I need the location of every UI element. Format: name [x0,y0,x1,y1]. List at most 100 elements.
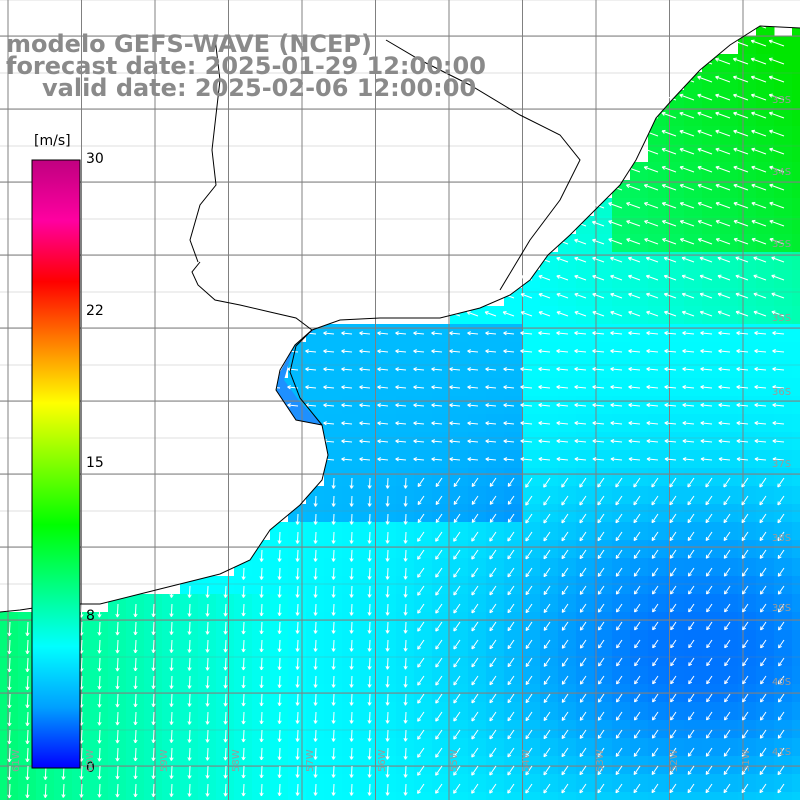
wind-arrow [741,567,749,577]
wind-arrow-head [717,257,721,261]
wind-arrow-head [472,520,476,523]
wind-arrow [579,783,587,794]
wind-arrow [616,621,623,631]
wind-arrow-head [597,520,602,524]
wind-arrow [471,495,479,505]
wind-arrow-head [679,202,683,206]
wind-arrow [116,729,119,744]
wind-arrow-head [742,556,746,559]
wind-arrow [323,332,335,335]
wind-arrow-head [525,646,530,649]
wind-speed-cell [360,594,379,613]
wind-arrow [610,257,623,263]
wind-speed-cell [576,774,595,793]
wind-speed-cell [522,702,541,721]
wind-arrow [341,440,353,443]
wind-speed-cell [522,756,541,775]
wind-arrow-head [296,630,300,634]
wind-arrow [643,130,659,137]
wind-arrow-head [260,684,264,689]
wind-arrow [471,621,479,632]
wind-arrow-head [206,631,210,635]
wind-arrow-head [556,404,560,408]
wind-arrow [669,495,677,506]
wind-arrow-head [507,628,512,632]
wind-arrow [579,585,587,595]
wind-arrow [733,94,749,101]
wind-arrow [751,112,767,119]
wind-arrow-head [616,700,620,703]
wind-arrow-head [296,666,300,670]
wind-arrow-head [644,220,648,225]
wind-speed-cell [666,360,685,379]
wind-arrow-head [369,485,372,489]
wind-arrow-head [471,737,476,740]
wind-speed-cell [540,576,559,595]
wind-arrow-head [507,682,512,686]
wind-arrow-head [682,386,686,390]
wind-arrow-head [453,701,458,704]
wind-arrow [471,765,479,776]
wind-arrow-head [580,682,584,685]
wind-speed-cell [504,522,523,541]
wind-speed-cell [522,612,541,631]
wind-speed-cell [306,522,325,541]
wind-arrow-head [643,148,647,152]
wind-speed-cell [324,774,343,793]
wind-arrow-head [507,700,512,704]
wind-arrow [188,657,191,671]
wind-speed-cell [198,702,217,721]
wind-arrow [296,657,299,670]
wind-speed-cell [180,702,199,721]
wind-arrow [224,765,227,779]
wind-arrow [188,693,191,707]
wind-arrow-head [574,404,578,408]
wind-arrow [664,422,677,425]
wind-arrow [699,275,713,281]
wind-speed-cell [594,558,613,577]
wind-speed-cell [756,702,775,721]
wind-arrow-head [742,736,746,739]
wind-speed-cell [648,756,667,775]
wind-arrow-head [269,386,273,390]
wind-arrow-head [592,386,596,390]
wind-arrow [700,386,713,389]
wind-arrow [435,621,443,632]
wind-arrow-head [664,440,669,444]
wind-arrow-head [706,663,711,667]
wind-arrow [633,765,641,775]
wind-arrow-head [387,774,390,778]
wind-arrow [679,184,695,191]
wind-arrow [224,711,227,725]
wind-speed-cell [540,414,559,433]
wind-arrow-head [778,645,782,649]
wind-arrow [323,404,335,407]
wind-arrow-head [715,184,719,188]
wind-arrow [661,130,677,137]
wind-speed-cell [162,612,181,631]
wind-arrow [769,58,785,65]
wind-speed-cell [684,522,703,541]
wind-speed-cell [738,504,757,523]
wind-arrow [661,148,677,155]
wind-arrow-head [242,594,246,598]
wind-arrow [680,238,695,245]
wind-arrow [404,765,407,778]
wind-arrow [485,368,497,371]
wind-arrow-head [724,663,729,667]
wind-arrow [697,130,713,137]
wind-arrow [413,350,425,353]
wind-arrow [574,386,587,389]
wind-speed-cell [576,522,595,541]
wind-speed-cell [378,450,397,469]
wind-arrow-head [503,404,507,408]
wind-arrow [507,765,515,776]
wind-arrow [471,675,479,686]
wind-arrow [769,166,785,173]
wind-speed-cell [234,612,253,631]
wind-arrow-head [413,332,417,336]
wind-arrow [697,148,713,155]
wind-arrow [359,368,371,371]
wind-arrow [592,239,605,245]
wind-arrow-head [643,130,647,134]
